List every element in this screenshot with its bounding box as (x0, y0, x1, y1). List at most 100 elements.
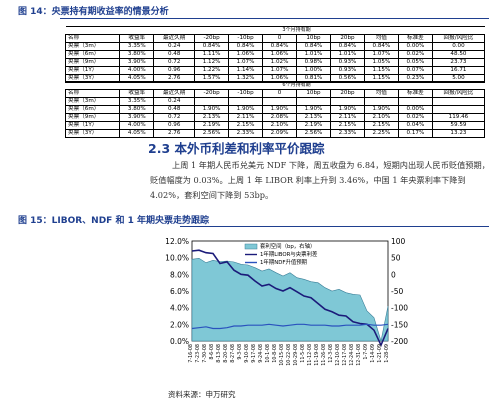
legend-label: 1年期NDF升值预期 (260, 258, 307, 266)
table-cell: 59.59 (431, 121, 486, 130)
table-header-blank (364, 26, 399, 35)
table-column-header: 最近久期 (153, 89, 196, 98)
table-cell: 0.02% (397, 113, 433, 122)
table-header-blank (119, 26, 154, 35)
table-column-header: 0 (262, 89, 297, 98)
table-cell: 1.07% (262, 66, 297, 75)
table-cell: 3.35% (119, 42, 155, 51)
table-cell: 1.06% (262, 50, 297, 59)
table-cell: 2.33% (329, 129, 365, 138)
x-tick-label: 11-5-08 (300, 344, 306, 363)
x-tick-label: 12-10-08 (335, 344, 341, 366)
table-cell: 0.84% (363, 42, 399, 51)
table-header-blank (153, 26, 195, 35)
title-rule (180, 226, 489, 227)
table-cell: 0.24 (153, 42, 196, 51)
y-right-tick-label: -150 (391, 320, 408, 329)
table-header-blank (398, 81, 433, 90)
table-cell: 1.07% (228, 58, 264, 67)
table-cell: 0.84% (194, 42, 230, 51)
table-cell: 1.22% (194, 66, 230, 75)
x-tick-label: 8-27-08 (230, 344, 236, 363)
table-cell: 0.05% (397, 58, 433, 67)
table-cell: 2.10% (363, 113, 399, 122)
table-header-blank (228, 26, 263, 35)
table-header-blank (153, 81, 195, 90)
table-cell: 2.76 (153, 129, 196, 138)
table-cell: 1.90% (194, 105, 230, 114)
table-cell: 0.00% (397, 105, 433, 114)
x-tick-label: 1-21-09 (377, 344, 383, 363)
series-line-libor-spread (191, 249, 389, 348)
table-header-blank (119, 81, 154, 90)
table-cell (329, 97, 365, 106)
table-cell: 0.02% (397, 50, 433, 59)
table-cell: 2.13% (194, 113, 230, 122)
table-cell: 1.11% (194, 50, 230, 59)
x-tick-label: 11-26-08 (321, 344, 327, 366)
x-tick-label: 8-13-08 (216, 344, 222, 363)
table-cell: 央票（1Y） (64, 121, 121, 130)
x-tick-label: 10-29-08 (293, 344, 299, 366)
table-cell: 4.00% (119, 121, 155, 130)
x-tick-label: 9-17-08 (251, 344, 257, 363)
table-column-header: -10bp (228, 89, 264, 98)
table-cell: 2.56% (194, 129, 230, 138)
table-cell: 0.07% (397, 66, 433, 75)
table-cell: 4.00% (119, 66, 155, 75)
table-cell: 3.90% (119, 113, 155, 122)
table-cell: 1.01% (296, 50, 331, 59)
table-cell: 0.48 (153, 105, 196, 114)
table-cell: 0.72 (153, 113, 196, 122)
table-row: 央票（1Y） 4.00% 0.96 2.19% 2.15% 2.10% 2.19% 2.15%… (64, 121, 486, 130)
table-cell: 0.98% (296, 58, 331, 67)
table-column-header: 20bp (329, 89, 365, 98)
table-cell: 1.02% (262, 58, 297, 67)
table-header-blank (330, 81, 365, 90)
table-header-blank (432, 81, 485, 90)
table-cell: 央票（3m） (64, 97, 121, 106)
table-cell: 央票（9m） (64, 58, 121, 67)
table-cell: 0.17% (397, 129, 433, 138)
table-column-header: -20bp (194, 89, 230, 98)
y-left-tick-label: 0.0% (170, 337, 189, 346)
libor-ndf-chart: 12.0% 10.0% 8.0% 6.0% 4.0% 2.0% 0.0% 100 50 0 -50 -… (165, 237, 408, 366)
x-tick-label: 7-30-08 (202, 344, 208, 363)
table-cell: 0.93% (329, 58, 365, 67)
table-header-blank (364, 81, 399, 90)
section-paragraph: 上周 1 年期人民币兑美元 NDF 下降，周五收盘为 6.84，短期内出现人民币… (150, 158, 490, 203)
table-column-header: 0 (262, 34, 297, 43)
table-column-header: 回报/风险比 (431, 89, 486, 98)
table-cell: 0.24 (153, 97, 196, 106)
table-column-header: 标准差 (397, 34, 433, 43)
table-header-blank (65, 26, 120, 35)
source-note: 资料来源：申万研究 (168, 390, 236, 399)
table-header-row: 名称 收益率 最近久期 -20bp -10bp 0 10bp 20bp 均值 标准差 回报/风险比 (64, 89, 486, 98)
x-tick-label: 7-23-08 (195, 344, 201, 363)
table-cell: 0.96 (153, 121, 196, 130)
table-cell: 2.33% (228, 129, 264, 138)
table-group-header: 3个月持有期 (262, 26, 331, 35)
table-row: 央票（3Y） 4.05% 2.76 1.57% 1.32% 1.06% 0.81% 0.56%… (64, 74, 486, 83)
x-tick-label: 10-15-08 (279, 344, 285, 366)
y-left-tick-label: 2.0% (170, 320, 189, 329)
table-header-blank (432, 26, 485, 35)
table-cell: 3.80% (119, 50, 155, 59)
table-cell: 0.04% (397, 121, 433, 130)
y-right-tick-label: -200 (391, 337, 408, 346)
table-group-header-row: 3个月持有期 (65, 26, 485, 35)
table-cell: 1.01% (329, 50, 365, 59)
table-cell: 央票（1Y） (64, 66, 121, 75)
table-column-header: 名称 (64, 89, 121, 98)
x-tick-label: 10-22-08 (286, 344, 292, 366)
y-right-tick-label: 50 (391, 254, 401, 263)
table-cell: 23.73 (431, 58, 486, 67)
table-cell: 1.05% (363, 58, 399, 67)
table-cell: 2.13% (296, 113, 331, 122)
paragraph-text: 上周 1 年期人民币兑美元 NDF 下降，周五收盘为 6.84，短期内出现人民币… (150, 160, 490, 200)
x-tick-label: 8-6-08 (209, 344, 215, 360)
x-tick-label: 7-16-08 (188, 344, 194, 363)
table-cell (363, 97, 399, 106)
table-header-blank (228, 81, 263, 90)
table-cell: 1.00% (296, 66, 331, 75)
